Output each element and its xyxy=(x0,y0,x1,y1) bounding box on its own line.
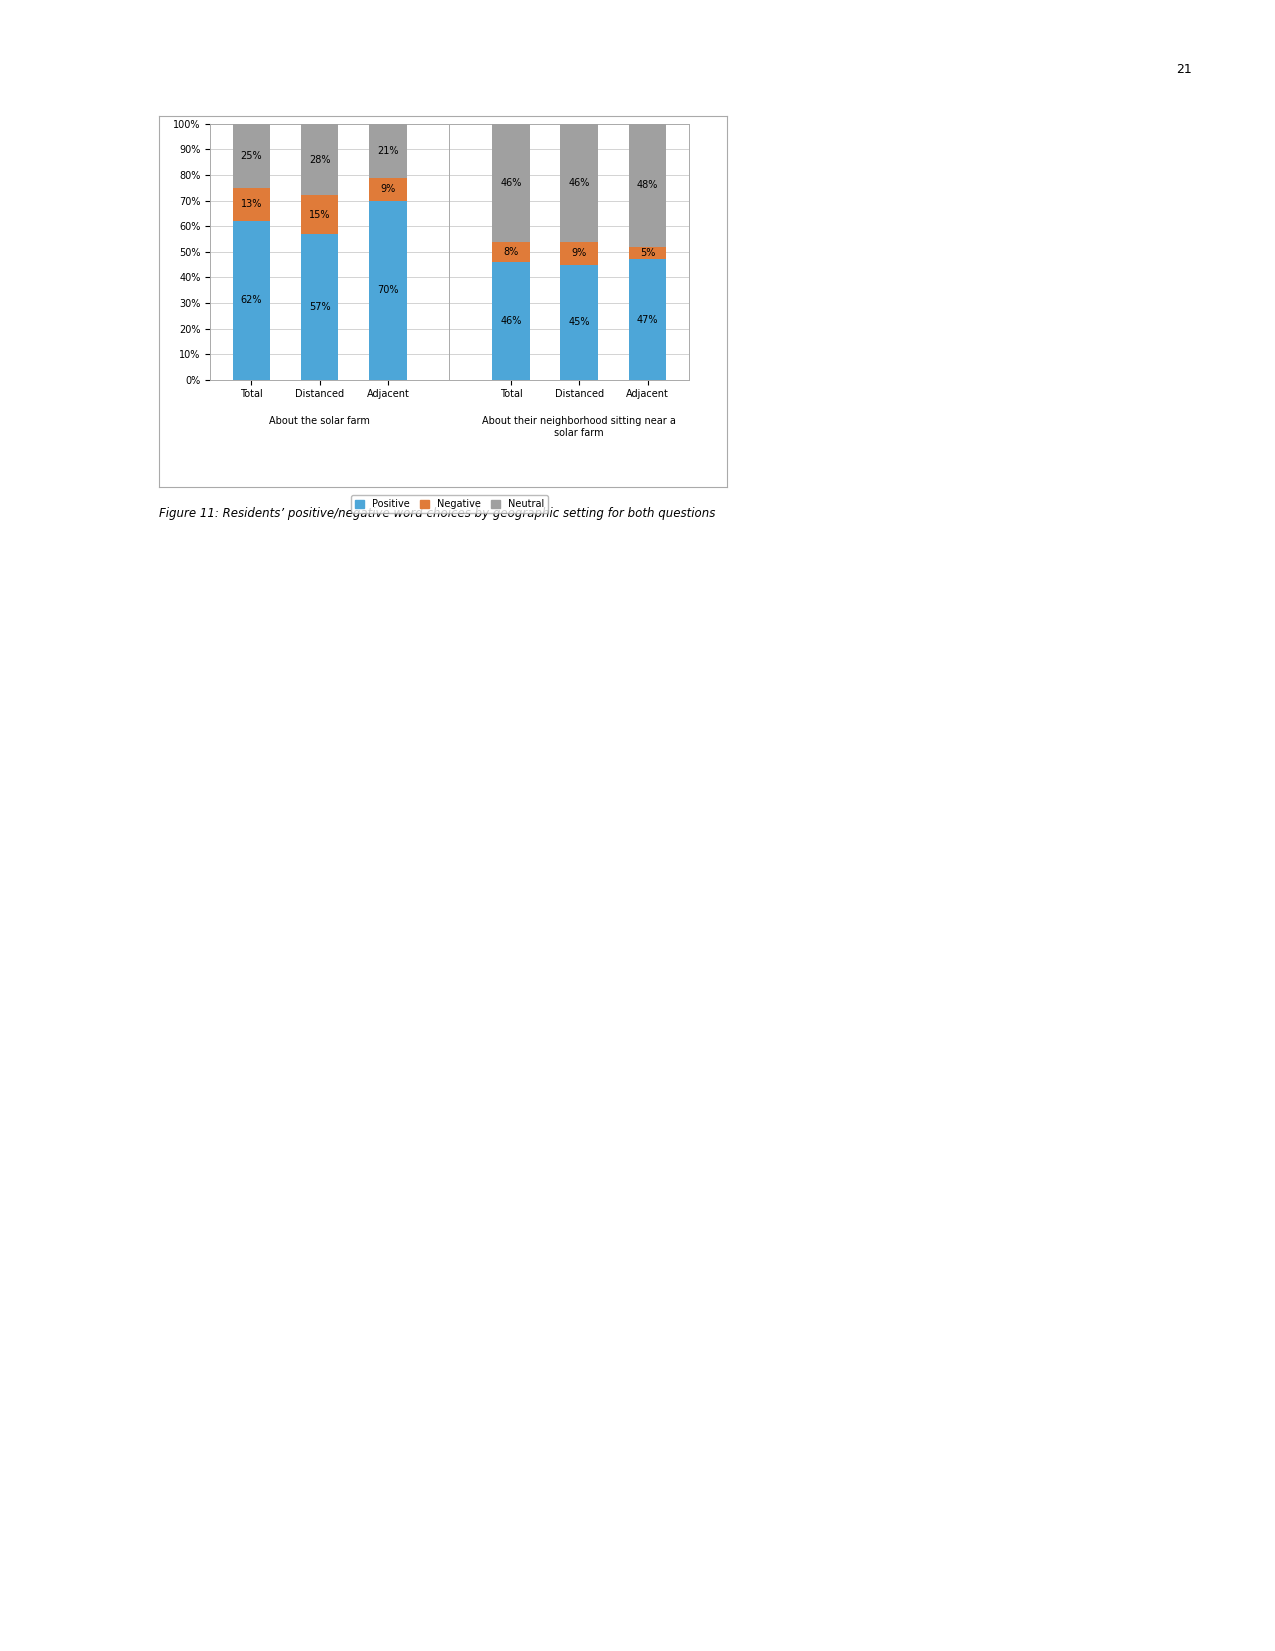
Text: 21: 21 xyxy=(1177,63,1192,76)
Text: 45%: 45% xyxy=(569,317,590,327)
Bar xyxy=(561,241,598,264)
Bar xyxy=(232,124,270,188)
Text: 57%: 57% xyxy=(309,302,330,312)
Bar xyxy=(370,201,407,380)
Bar xyxy=(629,124,667,246)
Text: 46%: 46% xyxy=(569,178,590,188)
Bar xyxy=(629,259,667,380)
Text: 15%: 15% xyxy=(309,210,330,220)
Text: 13%: 13% xyxy=(241,200,263,210)
Bar xyxy=(232,188,270,221)
Bar xyxy=(370,178,407,201)
Text: 9%: 9% xyxy=(380,183,395,195)
Text: 5%: 5% xyxy=(640,248,655,258)
Text: 47%: 47% xyxy=(636,315,658,325)
Bar xyxy=(301,195,338,234)
Bar xyxy=(492,263,529,380)
Text: 70%: 70% xyxy=(377,286,399,296)
Legend: Positive, Negative, Neutral: Positive, Negative, Neutral xyxy=(351,495,548,513)
Text: About their neighborhood sitting near a
solar farm: About their neighborhood sitting near a … xyxy=(482,416,676,438)
Text: 46%: 46% xyxy=(500,178,521,188)
Bar xyxy=(370,124,407,178)
Bar xyxy=(492,241,529,263)
Text: Figure 11: Residents’ positive/negative word choices by geographic setting for b: Figure 11: Residents’ positive/negative … xyxy=(159,507,715,520)
Bar xyxy=(629,246,667,259)
Text: 62%: 62% xyxy=(241,296,263,305)
Bar xyxy=(232,221,270,380)
Bar xyxy=(301,234,338,380)
Text: 46%: 46% xyxy=(500,315,521,325)
Text: 25%: 25% xyxy=(241,150,263,160)
Text: 28%: 28% xyxy=(309,155,330,165)
Bar xyxy=(492,124,529,241)
Bar xyxy=(301,124,338,195)
Text: 48%: 48% xyxy=(636,180,658,190)
Bar xyxy=(561,264,598,380)
Bar xyxy=(561,124,598,241)
Text: 8%: 8% xyxy=(504,246,519,258)
Text: 21%: 21% xyxy=(377,145,399,155)
Text: 9%: 9% xyxy=(571,248,587,258)
Text: About the solar farm: About the solar farm xyxy=(269,416,370,426)
